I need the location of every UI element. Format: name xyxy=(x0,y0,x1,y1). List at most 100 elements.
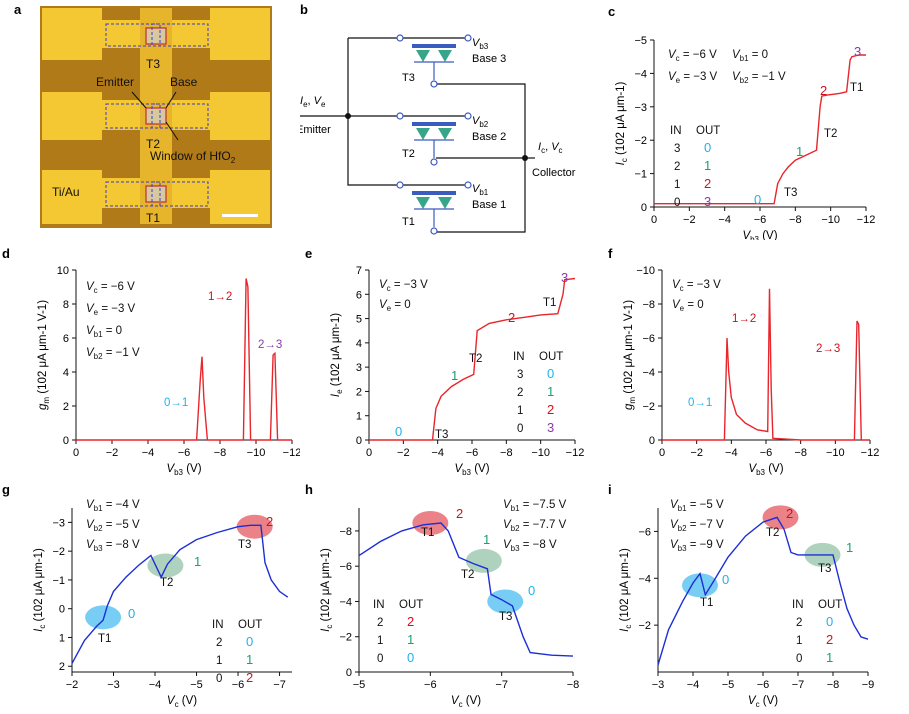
panel-b: b Vb3 Base 3 T3 Vb2 Base 2 T2 Vb1 Base 1… xyxy=(300,2,576,235)
panel-d-letter: d xyxy=(2,246,10,261)
panel-h-chart: h −5 −6 −7 −8 0 −2 −4 −6 −8 Vc (V) Ic (102 μA μm-1)… xyxy=(305,482,580,709)
y-tick-label: 7 xyxy=(356,265,362,277)
label-t3: T3 xyxy=(146,57,160,71)
truth-table-out: 1 xyxy=(547,384,554,399)
truth-table-in: 1 xyxy=(517,405,523,417)
x-tick-label: −4 xyxy=(725,447,738,459)
y-tick-label: 4 xyxy=(356,338,362,350)
truth-table-out: 0 xyxy=(826,614,833,629)
truth-table-head-in: IN xyxy=(373,599,385,611)
x-tick-label: −6 xyxy=(466,447,479,459)
label-t1: T1 xyxy=(146,211,160,225)
truth-table-head-out: OUT xyxy=(818,599,842,611)
terminal-bottom xyxy=(430,158,438,166)
state-highlight xyxy=(236,514,273,539)
y-tick-label: −6 xyxy=(642,333,655,345)
panel-b-letter: b xyxy=(300,2,308,17)
x-tick-label: −3 xyxy=(107,679,120,691)
label-emitter: Emitter xyxy=(96,75,134,89)
terminal-left xyxy=(396,181,404,189)
label-ic-vc: Ic, Vc xyxy=(538,141,563,155)
state-label: 2 xyxy=(456,506,463,521)
x-tick-label: −2 xyxy=(690,447,703,459)
y-tick-label: −4 xyxy=(634,68,647,80)
truth-table-out: 1 xyxy=(704,158,711,173)
diode-left xyxy=(416,128,430,140)
y-tick-label: 0 xyxy=(59,604,65,616)
y-tick-label: 2 xyxy=(63,401,69,413)
y-tick-label: −2 xyxy=(638,620,651,632)
annot-3: Vb2 = −1 V xyxy=(86,347,140,361)
y-tick-label: 8 xyxy=(63,299,69,311)
y-tick-label: 2 xyxy=(59,661,65,673)
state-label: 2 xyxy=(508,310,515,325)
truth-table-in: 0 xyxy=(796,653,802,665)
truth-table-out: 0 xyxy=(407,650,414,665)
x-axis-title: Vb3 (V) xyxy=(742,230,777,240)
truth-table-head-in: IN xyxy=(670,125,682,137)
scale-bar xyxy=(222,214,258,217)
panel-f-chart: f 0 −2 −4 −6 −8 −10 −12 0 −2 −4 −6 −8 −10 Vb3 (V) gm (1… xyxy=(608,246,879,477)
truth-table-head-in: IN xyxy=(212,619,224,631)
diode-left xyxy=(416,197,430,209)
diode-right xyxy=(438,197,452,209)
terminal-right xyxy=(464,34,472,42)
x-tick-label: −10 xyxy=(531,447,550,459)
x-tick-label: −8 xyxy=(567,679,580,691)
diode-right xyxy=(438,50,452,62)
truth-table-in: 2 xyxy=(216,637,222,649)
x-tick-label: −4 xyxy=(687,679,700,691)
y-tick-label: −6 xyxy=(638,526,651,538)
series-line xyxy=(71,524,289,664)
terminal-right xyxy=(464,112,472,120)
truth-table-in: 1 xyxy=(674,179,680,191)
label-base2: Base 2 xyxy=(472,131,506,143)
x-tick-label: −2 xyxy=(66,679,79,691)
x-axis-title: Vc (V) xyxy=(167,695,197,709)
series-line xyxy=(654,54,866,205)
terminal-left xyxy=(396,34,404,42)
series-line xyxy=(662,288,870,441)
truth-table-in: 3 xyxy=(517,369,523,381)
truth-table-head-out: OUT xyxy=(539,351,563,363)
y-tick-label: −4 xyxy=(339,596,352,608)
x-tick-label: −7 xyxy=(273,679,286,691)
annot-vc: Vc = −3 V xyxy=(379,279,428,293)
x-tick-label: −6 xyxy=(424,679,437,691)
y-tick-label: −4 xyxy=(642,367,655,379)
x-tick-label: −4 xyxy=(431,447,444,459)
x-tick-label: −8 xyxy=(827,679,840,691)
terminal-bottom xyxy=(430,80,438,88)
truth-table-head-out: OUT xyxy=(399,599,423,611)
panel-e-chart: e 0 −2 −4 −6 −8 −10 −12 0 1 2 3 4 5 6 7 Vb3 (V) Ie (102 μ… xyxy=(305,246,584,477)
x-tick-label: −2 xyxy=(397,447,410,459)
y-tick-label: −8 xyxy=(339,526,352,538)
annot-2: Vb3 = −9 V xyxy=(670,539,724,553)
state-label: 1 xyxy=(194,554,201,569)
x-tick-label: −4 xyxy=(142,447,155,459)
y-tick-label: 0 xyxy=(346,667,352,679)
x-tick-label: −5 xyxy=(190,679,203,691)
truth-table-out: 2 xyxy=(246,670,253,685)
truth-table-head-in: IN xyxy=(792,599,804,611)
state-label: 3 xyxy=(854,44,861,59)
transistor-label: T2 xyxy=(469,353,482,365)
label-collector: Collector xyxy=(532,167,576,179)
transistor-label: T1 xyxy=(700,597,713,609)
x-tick-label: 0 xyxy=(366,447,372,459)
x-tick-label: −5 xyxy=(353,679,366,691)
y-tick-label: 1 xyxy=(356,411,362,423)
series-line xyxy=(76,278,292,441)
truth-table-out: 0 xyxy=(547,366,554,381)
truth-table-out: 3 xyxy=(547,420,554,435)
label-b-t1: T1 xyxy=(402,216,415,228)
device-micrograph xyxy=(40,6,272,228)
truth-table-in: 1 xyxy=(377,635,383,647)
y-tick-label: 4 xyxy=(63,367,69,379)
y-tick-label: 3 xyxy=(356,362,362,374)
truth-table-in: 0 xyxy=(377,653,383,665)
x-tick-label: −3 xyxy=(652,679,665,691)
truth-table-out: 3 xyxy=(704,194,711,209)
annot-1: Vb2 = −7 V xyxy=(670,519,724,533)
